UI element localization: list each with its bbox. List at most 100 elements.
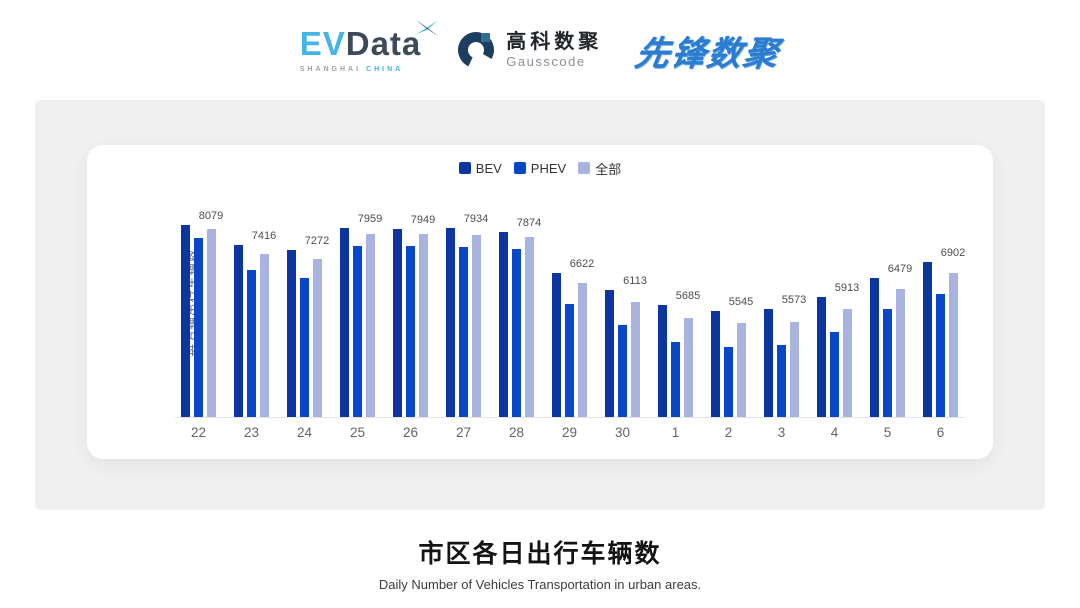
bar-group-30: 6113 <box>605 275 647 417</box>
evdata-shanghai-text: SHANGHAI <box>299 66 362 73</box>
chart-card: BEV PHEV 全部 每万辆出行车辆数 8079 7416 7272 7959 7949 7… <box>87 145 993 459</box>
bar-group-4: 5913 <box>817 282 859 417</box>
bar-group-25: 7959 <box>340 213 382 417</box>
bar-phev-6 <box>936 293 945 417</box>
bar-all-4 <box>843 309 852 417</box>
page-title: 市区各日出行车辆数 <box>418 540 662 568</box>
evdata-china-text: CHINA <box>366 66 404 73</box>
x-tick-23: 23 <box>243 425 260 440</box>
gausscode-en-text: Gausscode <box>506 53 586 69</box>
bar-phev-27 <box>459 247 468 417</box>
value-label-23: 7416 <box>251 230 277 243</box>
bar-phev-2 <box>724 347 733 417</box>
bar-group-5: 6479 <box>870 263 912 417</box>
value-label-6: 6902 <box>940 247 966 260</box>
bar-bev-22 <box>181 224 190 417</box>
bar-group-23: 7416 <box>234 230 276 417</box>
x-tick-26: 26 <box>402 425 419 440</box>
evdata-data-text: Data <box>345 25 422 62</box>
bar-all-5 <box>896 288 905 417</box>
value-label-3: 5573 <box>781 293 807 306</box>
bar-all-23 <box>260 253 269 417</box>
x-tick-29: 29 <box>561 425 578 440</box>
bar-bev-2 <box>711 310 720 417</box>
legend-swatch-bev <box>458 162 471 174</box>
bar-phev-26 <box>406 246 415 417</box>
legend-label-bev: BEV <box>475 160 502 176</box>
bar-group-28: 7874 <box>499 217 541 417</box>
bar-bev-25 <box>340 227 349 417</box>
bar-phev-29 <box>565 303 574 417</box>
bar-bev-5 <box>870 277 879 417</box>
x-tick-30: 30 <box>614 425 631 440</box>
bar-phev-30 <box>618 324 627 417</box>
bar-bev-3 <box>764 308 773 417</box>
bar-all-6 <box>949 272 958 417</box>
bar-bev-24 <box>287 250 296 417</box>
bar-all-28 <box>525 237 534 417</box>
bar-bev-30 <box>605 289 614 417</box>
bar-group-29: 6622 <box>552 258 594 417</box>
pinwheel-icon <box>414 20 439 36</box>
brand-header: EVData SHANGHAI CHINA 高科数聚 Gausscode 先锋数… <box>0 0 1080 100</box>
legend-item-bev[interactable]: BEV <box>458 160 502 176</box>
legend-item-all[interactable]: 全部 <box>578 159 621 178</box>
bar-bev-26 <box>393 228 402 417</box>
value-label-24: 7272 <box>304 235 330 248</box>
bar-phev-1 <box>671 341 680 417</box>
bar-group-2: 5545 <box>711 296 753 417</box>
x-tick-25: 25 <box>349 425 366 440</box>
legend-swatch-all <box>578 162 591 174</box>
bar-group-27: 7934 <box>446 213 488 417</box>
bar-phev-4 <box>830 331 839 417</box>
bar-phev-22 <box>194 238 203 417</box>
x-tick-24: 24 <box>296 425 313 440</box>
bar-bev-28 <box>499 232 508 417</box>
gausscode-cn-text: 高科数聚 <box>506 30 603 53</box>
legend-label-all: 全部 <box>595 161 622 177</box>
value-label-26: 7949 <box>410 213 436 226</box>
bar-all-22 <box>207 229 216 417</box>
x-tick-3: 3 <box>777 425 786 440</box>
bar-bev-1 <box>658 304 667 417</box>
bar-bev-27 <box>446 228 455 417</box>
bar-group-24: 7272 <box>287 235 329 417</box>
x-tick-2: 2 <box>724 425 733 440</box>
value-label-30: 6113 <box>623 274 647 287</box>
bar-all-24 <box>313 259 322 417</box>
plot-area: 每万辆出行车辆数 8079 7416 7272 7959 7949 7934 7874 662… <box>175 189 965 440</box>
x-tick-4: 4 <box>830 425 839 440</box>
bar-group-3: 5573 <box>764 294 806 417</box>
x-tick-22: 22 <box>190 425 207 440</box>
gausscode-text: 高科数聚 Gausscode <box>506 31 602 69</box>
bar-phev-25 <box>353 246 362 417</box>
x-tick-28: 28 <box>508 425 525 440</box>
legend-label-phev: PHEV <box>530 160 567 176</box>
bar-bev-23 <box>234 245 243 417</box>
value-label-28: 7874 <box>516 217 542 229</box>
bar-phev-3 <box>777 345 786 417</box>
value-label-5: 6479 <box>887 262 913 275</box>
bar-phev-24 <box>300 277 309 417</box>
bar-group-6: 6902 <box>923 247 965 417</box>
legend-swatch-phev <box>513 162 526 174</box>
bar-phev-23 <box>247 269 256 417</box>
value-label-29: 6622 <box>569 257 595 270</box>
caption: 市区各日出行车辆数 Daily Number of Vehicles Trans… <box>0 534 1080 592</box>
x-tick-6: 6 <box>936 425 945 440</box>
value-label-27: 7934 <box>463 213 489 226</box>
value-label-25: 7959 <box>357 212 383 225</box>
bar-all-3 <box>790 322 799 417</box>
evdata-logo: EVData SHANGHAI CHINA <box>299 20 439 73</box>
value-label-22: 8079 <box>198 209 224 222</box>
bar-phev-5 <box>883 309 892 417</box>
legend-item-phev[interactable]: PHEV <box>513 160 567 176</box>
evdata-ev-text: EV <box>299 25 346 62</box>
bar-group-1: 5685 <box>658 290 700 417</box>
pioneer-logo: 先锋数聚 <box>632 34 784 73</box>
bar-phev-28 <box>512 248 521 417</box>
plot: 8079 7416 7272 7959 7949 7934 7874 6622 6113 5685… <box>175 189 965 418</box>
bar-all-2 <box>737 323 746 417</box>
value-label-4: 5913 <box>834 281 860 294</box>
bar-all-26 <box>419 234 428 417</box>
